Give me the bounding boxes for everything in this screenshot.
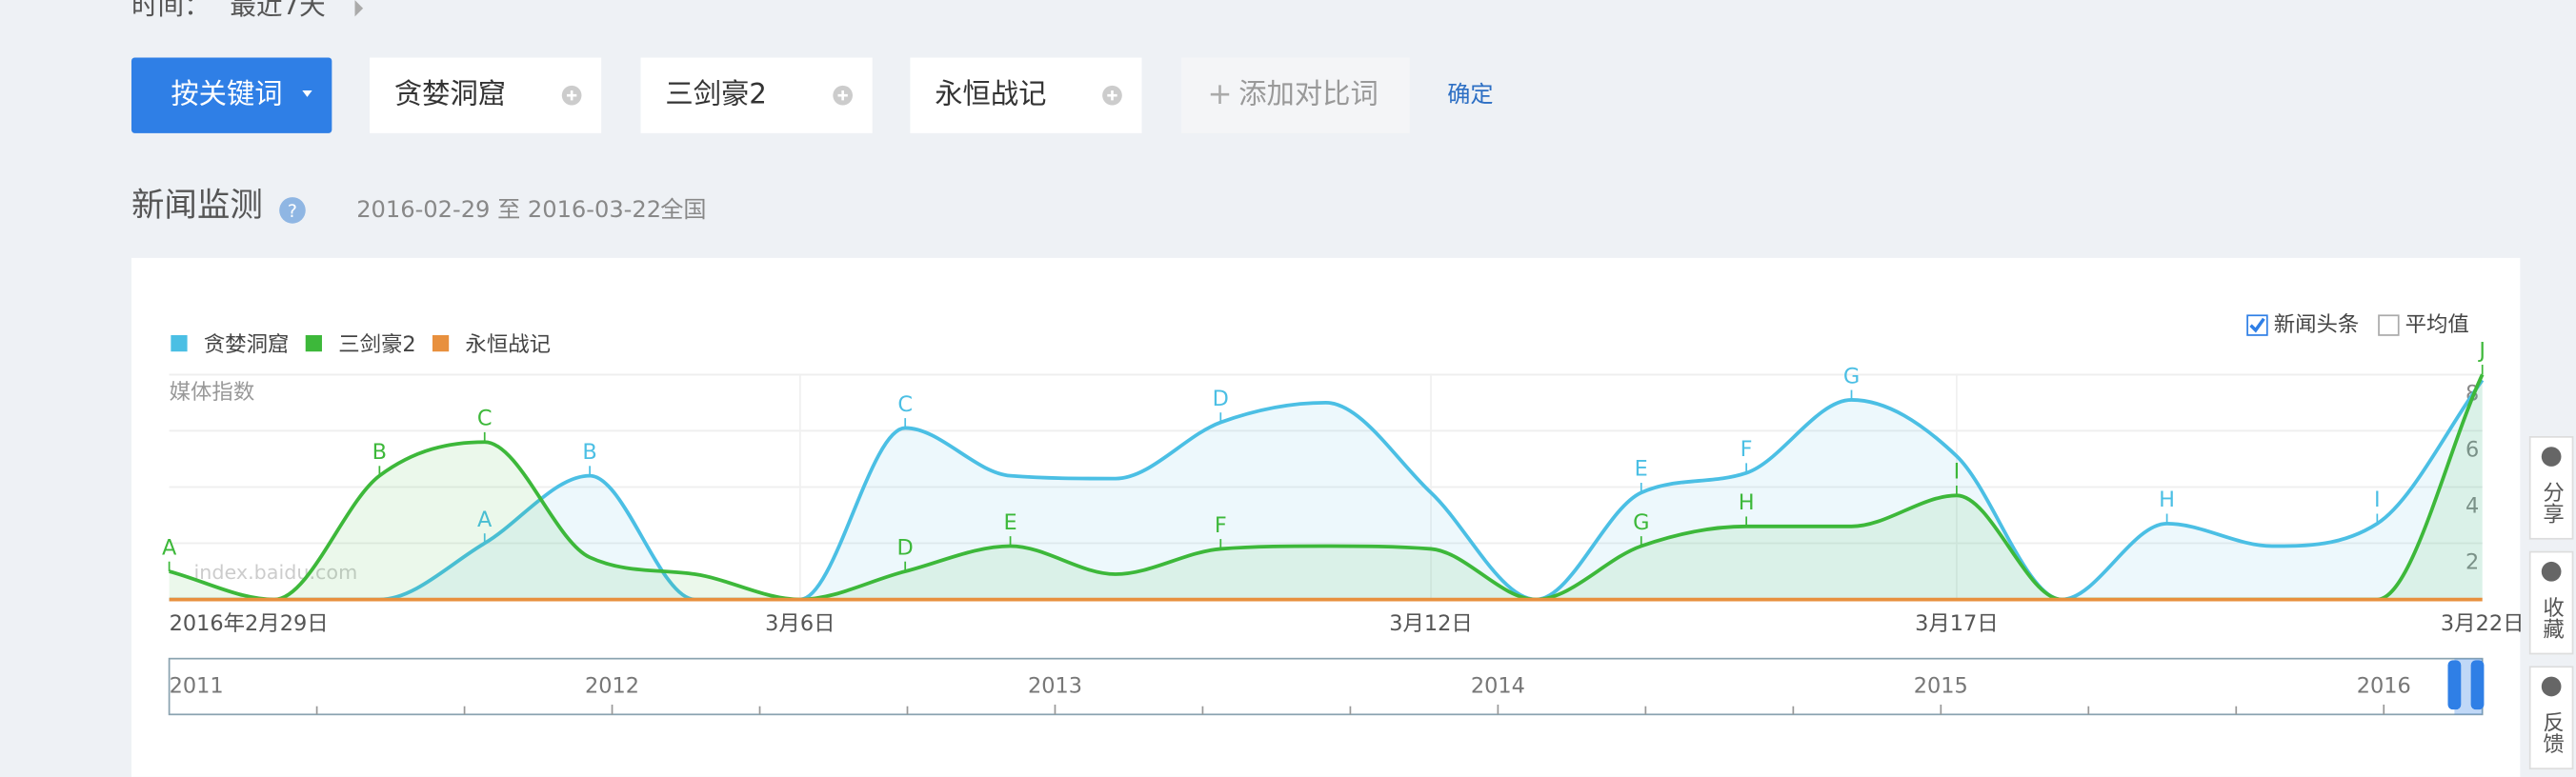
keyword-label[interactable]: 三剑豪2 bbox=[665, 78, 767, 110]
series-area bbox=[169, 374, 2483, 600]
y-tick-label: 4 bbox=[2465, 494, 2479, 519]
marker-label[interactable]: A bbox=[162, 535, 177, 560]
filter-arrow bbox=[354, 0, 364, 17]
keyword-add-cross bbox=[837, 90, 848, 101]
sidebar-label[interactable]: 分享 bbox=[2540, 481, 2565, 524]
marker-label[interactable]: F bbox=[1741, 437, 1753, 462]
x-tick-label: 3月12日 bbox=[1389, 611, 1473, 636]
marker-label[interactable]: J bbox=[2477, 339, 2485, 364]
marker-label[interactable]: G bbox=[1633, 510, 1649, 535]
filter-value[interactable]: 最近7天 bbox=[230, 0, 325, 21]
help-icon[interactable] bbox=[279, 197, 306, 224]
sidebar-icon bbox=[2541, 447, 2562, 467]
legend-swatch bbox=[171, 334, 188, 352]
dropdown-icon bbox=[302, 90, 312, 97]
sidebar-label[interactable]: 反馈 bbox=[2540, 711, 2565, 754]
series-area bbox=[169, 380, 2483, 600]
mode-button-label[interactable]: 按关键词 bbox=[171, 78, 282, 110]
marker-label[interactable]: B bbox=[372, 440, 387, 465]
x-tick-label: 3月17日 bbox=[1915, 611, 1999, 636]
section-title: 新闻监测 bbox=[131, 187, 263, 225]
confirm-link[interactable]: 确定 bbox=[1447, 81, 1493, 108]
x-tick-label: 2016年2月29日 bbox=[170, 611, 329, 636]
timeline-label: 2014 bbox=[1471, 673, 1525, 698]
marker-label[interactable]: H bbox=[2159, 488, 2175, 512]
y-axis-label: 媒体指数 bbox=[170, 380, 255, 405]
keyword-label[interactable]: 永恒战记 bbox=[935, 78, 1046, 110]
legend-label: 永恒战记 bbox=[465, 332, 551, 357]
marker-label[interactable]: A bbox=[477, 508, 493, 532]
region: 全国 bbox=[660, 196, 706, 223]
legend-swatch bbox=[305, 334, 322, 352]
keyword-label[interactable]: 贪婪洞窟 bbox=[394, 78, 506, 110]
marker-label[interactable]: I bbox=[1954, 460, 1961, 485]
marker-label[interactable]: H bbox=[1739, 490, 1755, 515]
y-tick-label: 6 bbox=[2465, 438, 2479, 463]
x-tick-label: 3月6日 bbox=[765, 611, 835, 636]
sidebar-icon bbox=[2541, 676, 2562, 697]
add-keyword-box[interactable] bbox=[1180, 57, 1410, 133]
sidebar-button[interactable] bbox=[2528, 436, 2574, 540]
timeline-label: 2015 bbox=[1914, 673, 1968, 698]
y-tick-label: 2 bbox=[2465, 550, 2479, 575]
marker-label[interactable]: E bbox=[1003, 510, 1016, 535]
marker-label[interactable]: C bbox=[477, 407, 493, 431]
mode-button[interactable] bbox=[131, 57, 332, 133]
timeline-handle[interactable] bbox=[2447, 660, 2462, 710]
marker-label[interactable]: F bbox=[1215, 513, 1227, 538]
keyword-add-cross bbox=[1107, 90, 1117, 101]
checkbox[interactable] bbox=[2378, 314, 2400, 336]
marker-label[interactable]: E bbox=[1635, 457, 1648, 482]
marker-label[interactable]: D bbox=[1213, 387, 1229, 411]
timeline-label: 2011 bbox=[170, 673, 224, 698]
sidebar-label[interactable]: 收藏 bbox=[2540, 596, 2565, 639]
keyword-add-cross bbox=[566, 90, 577, 101]
filter-label: 时间： bbox=[131, 0, 211, 21]
keyword-group: 贪婪洞窟 三剑豪2 永恒战记 bbox=[370, 57, 1142, 133]
legend-label: 三剑豪2 bbox=[338, 332, 415, 357]
marker-label[interactable]: I bbox=[2374, 488, 2381, 512]
marker-label[interactable]: B bbox=[582, 440, 596, 465]
timeline-label: 2016 bbox=[2357, 673, 2411, 698]
marker-label[interactable]: C bbox=[897, 392, 913, 417]
plus-icon: + bbox=[1208, 77, 1233, 111]
option-label[interactable]: 平均值 bbox=[2405, 312, 2469, 337]
watermark: index.baidu.com bbox=[193, 561, 357, 584]
marker-label[interactable]: G bbox=[1843, 364, 1860, 388]
add-keyword-label[interactable]: 添加对比词 bbox=[1238, 78, 1378, 110]
timeline-handle[interactable] bbox=[2470, 660, 2485, 710]
timeline bbox=[168, 657, 2484, 716]
date-range: 2016-02-29 至 2016-03-22 bbox=[356, 196, 661, 223]
x-tick-label: 3月22日 bbox=[2441, 611, 2525, 636]
option-label[interactable]: 新闻头条 bbox=[2274, 312, 2360, 337]
marker-label[interactable]: D bbox=[897, 535, 914, 560]
legend-label: 贪婪洞窟 bbox=[204, 332, 290, 357]
series-line bbox=[169, 379, 2485, 602]
legend-swatch bbox=[432, 334, 450, 352]
sidebar-icon bbox=[2541, 561, 2562, 582]
checkmark bbox=[2249, 317, 2265, 333]
timeline-label: 2012 bbox=[585, 673, 639, 698]
help-icon-mark: ? bbox=[288, 201, 297, 222]
timeline-label: 2013 bbox=[1028, 673, 1082, 698]
